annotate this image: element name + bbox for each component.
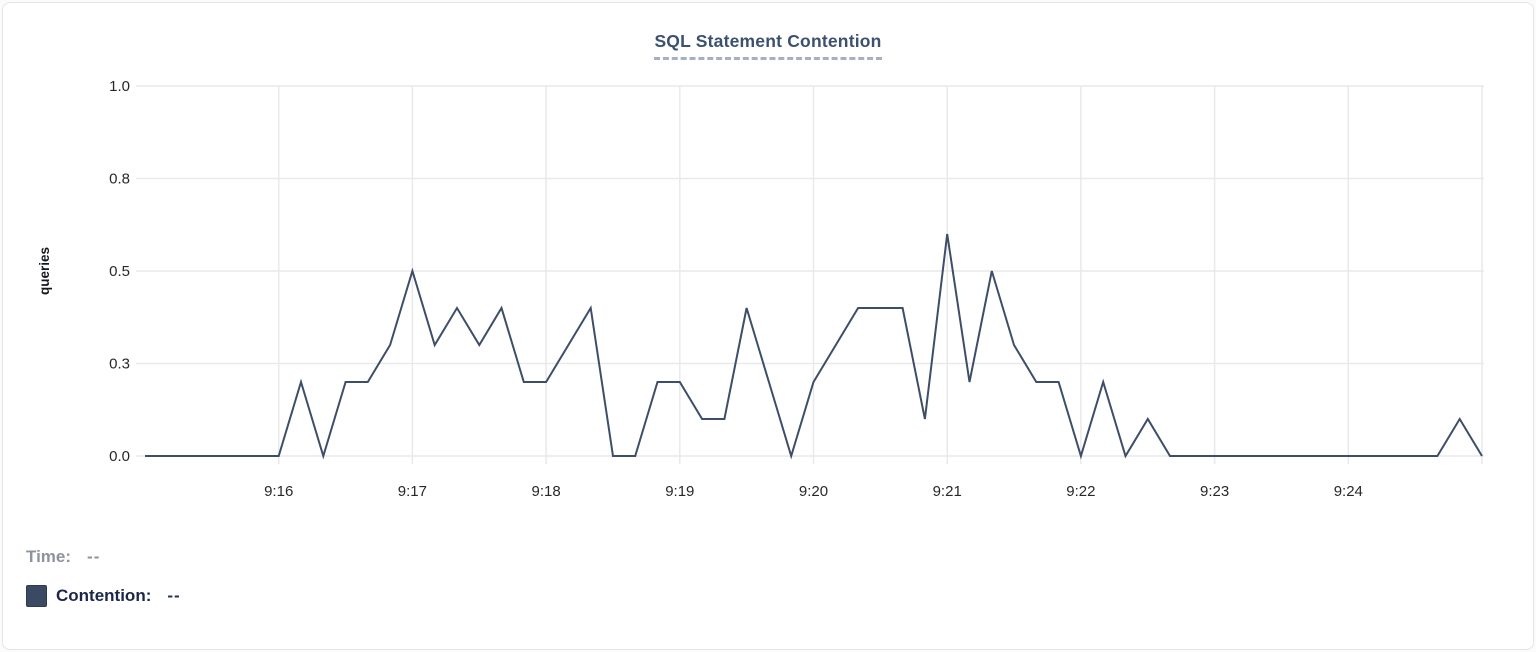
x-gridlines: 9:16 9:17 9:18 9:19 9:20 9:21 9:22 9:23 9:24 [264,86,1483,500]
chart-tooltip-panel: Time: -- Contention: -- [26,547,526,625]
y-tick-label: 1.0 [109,78,130,95]
tooltip-contention-row: Contention: -- [26,585,526,607]
x-tick-label: 9:21 [933,483,962,500]
x-tick-label: 9:18 [531,483,560,500]
contention-label: Contention: [56,586,152,605]
tooltip-time-row: Time: -- [26,547,526,567]
chart-header: SQL Statement Contention [3,31,1533,60]
contention-series-line [145,233,1483,460]
x-tick-label: 9:16 [264,483,293,500]
x-tick-label: 9:24 [1334,483,1363,500]
time-label: Time: [26,547,72,566]
x-tick-label: 9:22 [1066,483,1095,500]
time-value: -- [87,547,101,566]
x-tick-label: 9:19 [665,483,694,500]
y-tick-label: 0.5 [109,263,130,280]
contention-value: -- [167,586,181,605]
chart-title[interactable]: SQL Statement Contention [654,31,882,60]
y-tick-label: 0.3 [109,356,130,373]
y-axis-title: queries [37,247,52,295]
x-tick-label: 9:23 [1200,483,1229,500]
x-tick-label: 9:17 [398,483,427,500]
x-tick-label: 9:20 [799,483,828,500]
y-tick-label: 0.0 [109,448,130,465]
y-gridlines: 0.0 0.3 0.5 0.8 1.0 [109,78,1484,465]
contention-line-chart[interactable]: 0.00.30.50.81.09:16 9:17 9:18 9:19 9:20 9:21 9… [3,3,1534,528]
contention-series-swatch-icon [26,585,47,607]
y-tick-label: 0.8 [109,171,130,188]
